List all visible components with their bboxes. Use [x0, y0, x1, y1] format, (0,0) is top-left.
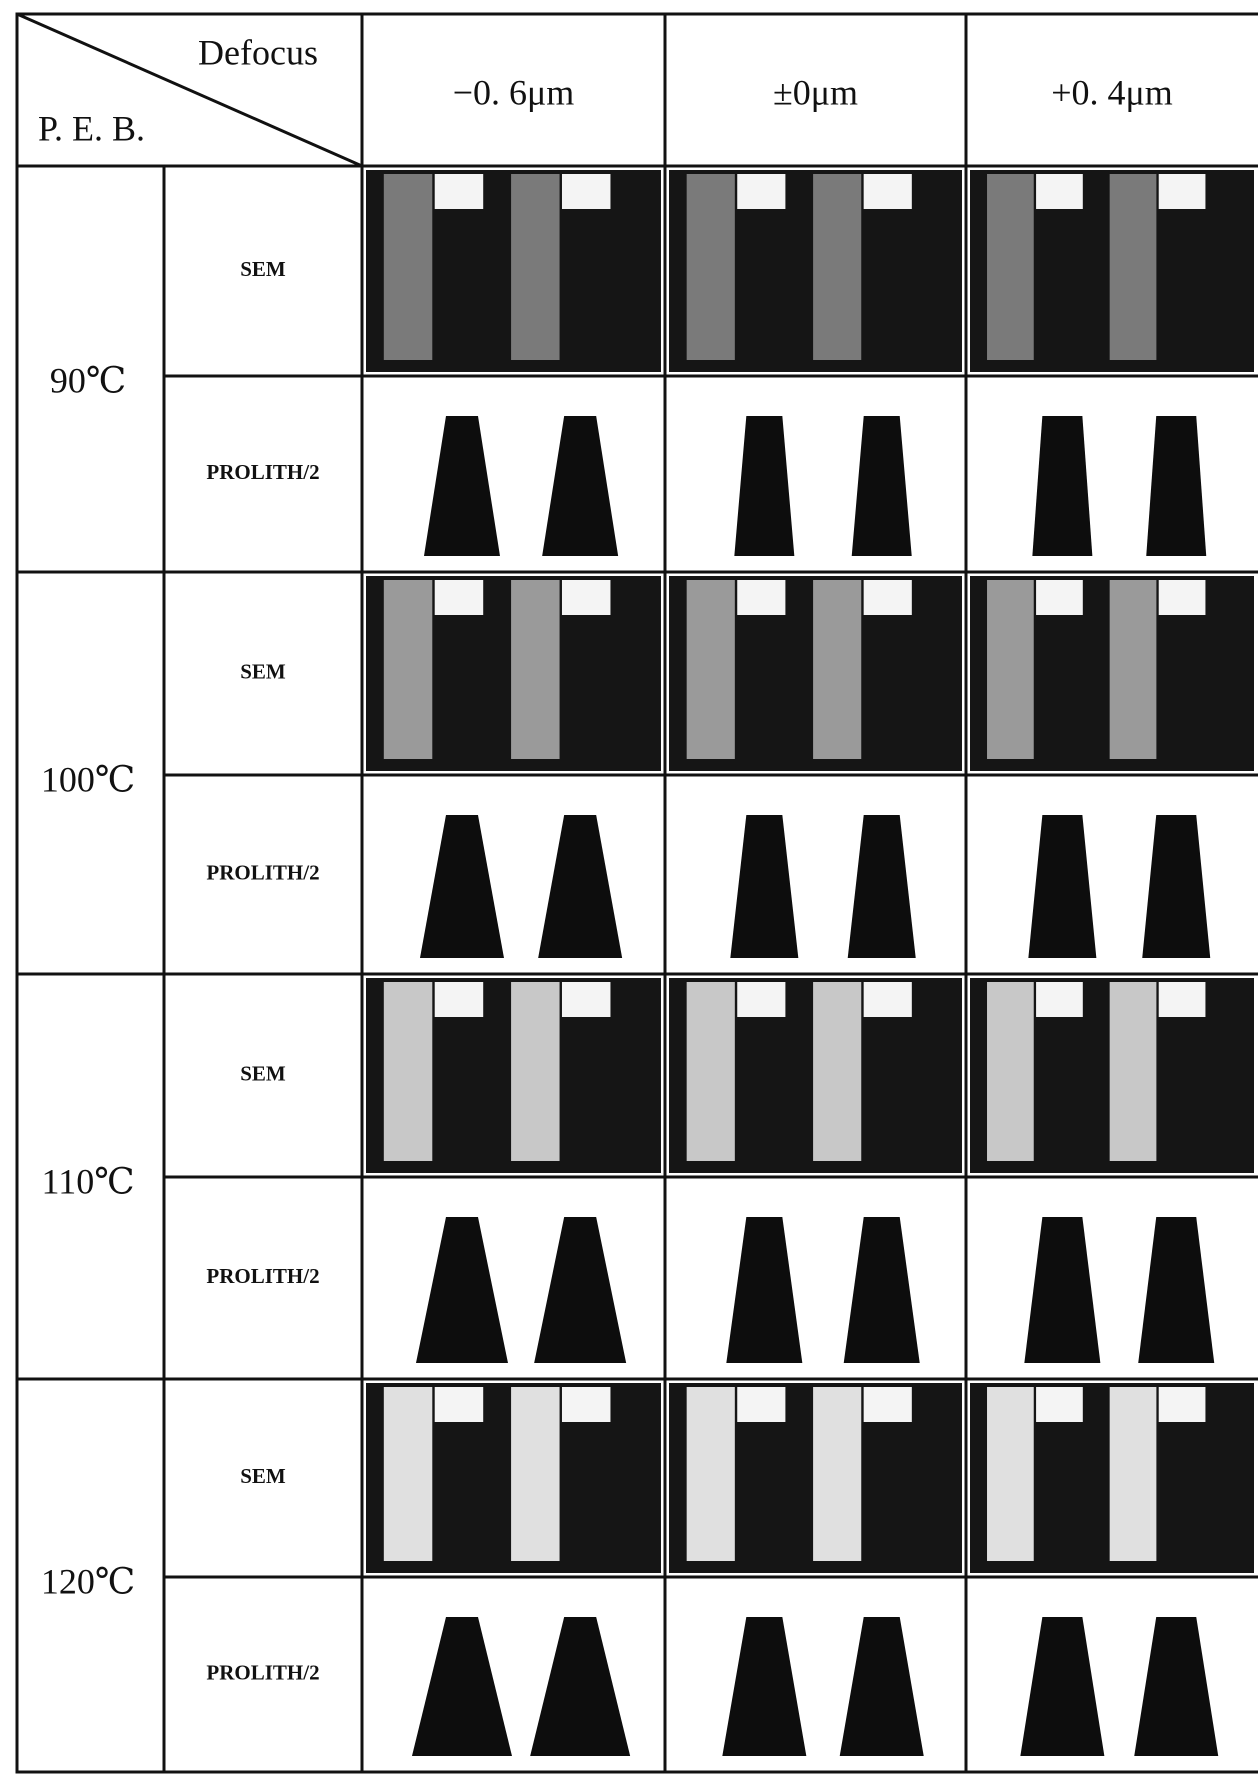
sem-top: [737, 174, 785, 209]
sem-top: [435, 982, 483, 1017]
sem-gap: [687, 982, 735, 1161]
prolith-profile: [1142, 815, 1210, 958]
prolith-profile: [530, 1617, 630, 1756]
prolith-profile: [1134, 1617, 1218, 1756]
sem-gap: [1110, 580, 1157, 759]
temperature-label: 110℃: [42, 1161, 135, 1201]
prolith-profile: [848, 815, 916, 958]
column-header: +0. 4μm: [1051, 72, 1173, 112]
sem-gap: [813, 580, 861, 759]
sem-top: [562, 174, 610, 209]
sem-gap: [987, 580, 1034, 759]
prolith-profile: [412, 1617, 512, 1756]
sem-top: [562, 580, 610, 615]
sem-top: [737, 1387, 785, 1422]
sem-gap: [1110, 174, 1157, 360]
sem-top: [435, 580, 483, 615]
temperature-label: 100℃: [41, 759, 135, 799]
prolith-profile: [726, 1217, 802, 1363]
sem-top: [864, 580, 912, 615]
sem-gap: [511, 174, 559, 360]
sem-gap: [1110, 1387, 1157, 1561]
sem-top: [1159, 580, 1206, 615]
sem-gap: [511, 580, 559, 759]
method-label: SEM: [240, 659, 286, 683]
prolith-profile: [722, 1617, 806, 1756]
column-header: ±0μm: [773, 72, 858, 112]
sem-top: [1036, 174, 1083, 209]
sem-gap: [687, 174, 735, 360]
prolith-profile: [416, 1217, 508, 1363]
prolith-profile: [534, 1217, 626, 1363]
prolith-profile: [852, 416, 912, 556]
method-label: PROLITH/2: [206, 860, 319, 884]
sem-top: [1159, 982, 1206, 1017]
sem-top: [864, 1387, 912, 1422]
prolith-profile: [424, 416, 500, 556]
sem-gap: [987, 982, 1034, 1161]
sem-gap: [813, 1387, 861, 1561]
prolith-profile: [420, 815, 504, 958]
sem-gap: [384, 174, 432, 360]
prolith-profile: [538, 815, 622, 958]
sem-gap: [384, 580, 432, 759]
page: {"header": {"column_axis": "Defocus", "r…: [0, 0, 1258, 1775]
sem-gap: [687, 1387, 735, 1561]
sem-top: [737, 982, 785, 1017]
method-label: PROLITH/2: [206, 1660, 319, 1684]
sem-gap: [687, 580, 735, 759]
sem-gap: [511, 1387, 559, 1561]
prolith-profile: [1032, 416, 1092, 556]
prolith-profile: [734, 416, 794, 556]
method-label: SEM: [240, 257, 286, 281]
sem-gap: [384, 982, 432, 1161]
method-label: SEM: [240, 1464, 286, 1488]
sem-gap: [813, 982, 861, 1161]
prolith-profile: [1024, 1217, 1100, 1363]
prolith-profile: [1028, 815, 1096, 958]
temperature-label: 90℃: [50, 360, 126, 400]
sem-top: [1159, 174, 1206, 209]
figure-table: Defocus P. E. B. −0. 6μm ±0μm +0. 4μm 90℃ SE…: [0, 0, 1258, 1775]
temperature-label: 120℃: [41, 1561, 135, 1601]
method-label: SEM: [240, 1061, 286, 1085]
sem-top: [1036, 1387, 1083, 1422]
sem-top: [1036, 982, 1083, 1017]
prolith-profile: [1138, 1217, 1214, 1363]
sem-gap: [987, 174, 1034, 360]
sem-top: [562, 982, 610, 1017]
prolith-profile: [1146, 416, 1206, 556]
sem-top: [864, 982, 912, 1017]
prolith-profile: [840, 1617, 924, 1756]
column-header: −0. 6μm: [453, 72, 575, 112]
method-label: PROLITH/2: [206, 1264, 319, 1288]
sem-top: [435, 1387, 483, 1422]
prolith-profile: [844, 1217, 920, 1363]
column-axis-label: Defocus: [198, 32, 318, 72]
sem-top: [1159, 1387, 1206, 1422]
sem-top: [864, 174, 912, 209]
sem-top: [562, 1387, 610, 1422]
prolith-profile: [1020, 1617, 1104, 1756]
sem-gap: [384, 1387, 432, 1561]
sem-gap: [987, 1387, 1034, 1561]
sem-top: [737, 580, 785, 615]
method-label: PROLITH/2: [206, 460, 319, 484]
prolith-profile: [730, 815, 798, 958]
row-axis-label: P. E. B.: [38, 108, 145, 148]
prolith-profile: [542, 416, 618, 556]
sem-gap: [813, 174, 861, 360]
sem-gap: [1110, 982, 1157, 1161]
sem-top: [1036, 580, 1083, 615]
sem-gap: [511, 982, 559, 1161]
sem-top: [435, 174, 483, 209]
